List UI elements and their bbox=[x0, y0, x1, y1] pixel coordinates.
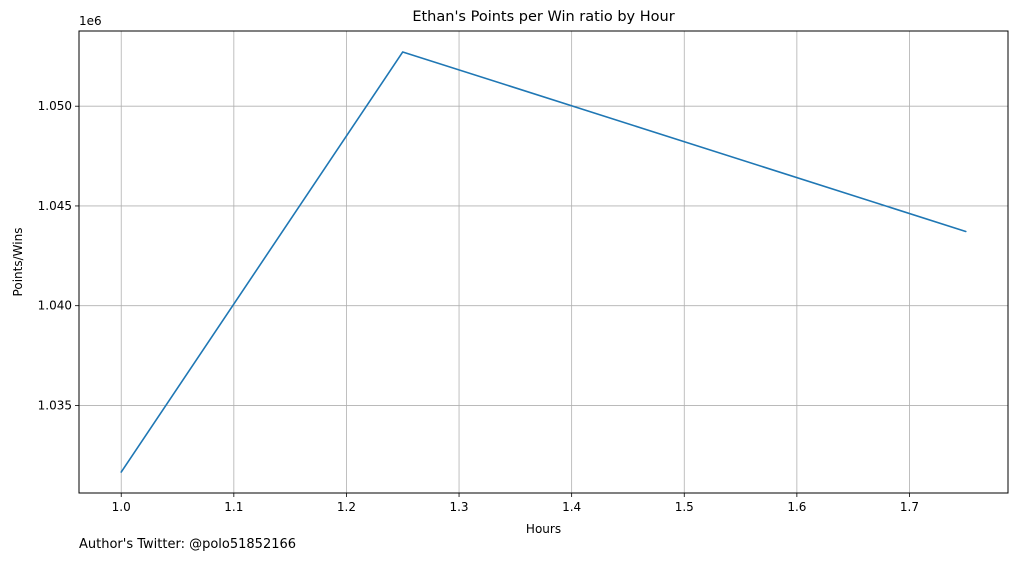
x-tick-label: 1.4 bbox=[562, 500, 581, 514]
x-tick-label: 1.3 bbox=[449, 500, 468, 514]
y-offset-label: 1e6 bbox=[79, 14, 102, 28]
y-tick-label: 1.035 bbox=[38, 398, 72, 412]
y-axis-title: Points/Wins bbox=[11, 228, 25, 297]
x-tick-label: 1.6 bbox=[787, 500, 806, 514]
y-axis-ticks: 1.035 1.040 1.045 1.050 bbox=[38, 99, 79, 412]
x-tick-label: 1.7 bbox=[900, 500, 919, 514]
series-line bbox=[120, 51, 967, 473]
x-tick-label: 1.5 bbox=[675, 500, 694, 514]
plot-frame bbox=[78, 30, 1009, 494]
x-tick-label: 1.1 bbox=[224, 500, 243, 514]
x-tick-label: 1.0 bbox=[112, 500, 131, 514]
x-tick-label: 1.2 bbox=[337, 500, 356, 514]
y-tick-label: 1.050 bbox=[38, 99, 72, 113]
y-tick-label: 1.040 bbox=[38, 299, 72, 313]
x-axis-ticks: 1.0 1.1 1.2 1.3 1.4 1.5 1.6 1.7 bbox=[112, 493, 919, 514]
chart-title: Ethan's Points per Win ratio by Hour bbox=[412, 9, 674, 25]
x-axis-title: Hours bbox=[526, 522, 561, 536]
series-lines bbox=[120, 51, 967, 473]
y-tick-label: 1.045 bbox=[38, 199, 72, 213]
grid-lines bbox=[79, 31, 1008, 493]
author-footnote: Author's Twitter: @polo51852166 bbox=[79, 537, 297, 552]
